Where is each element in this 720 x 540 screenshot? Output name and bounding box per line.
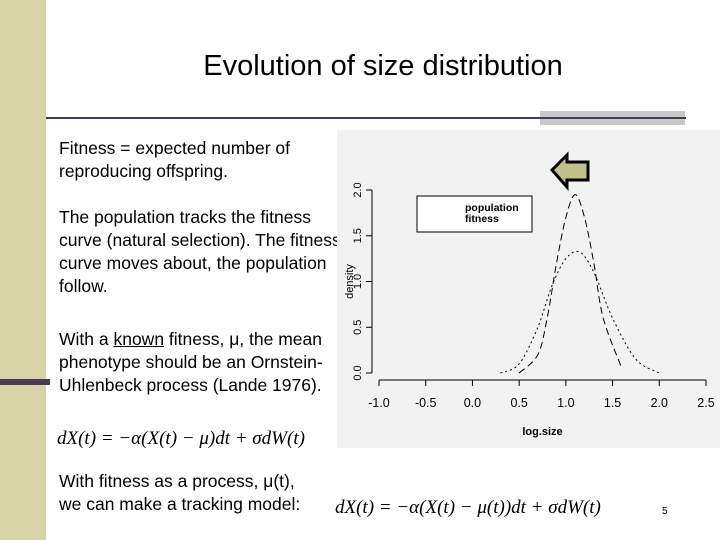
p3-after: fitness, μ, the mean phenotype should be… (59, 329, 323, 395)
y-tick-label: 0.0 (352, 365, 364, 380)
slide-title: Evolution of size distribution (203, 50, 563, 82)
paragraph-fitness-definition: Fitness = expected number of reproducing… (59, 138, 291, 181)
chart-background (337, 130, 720, 448)
left-decorative-band (0, 0, 46, 540)
x-tick-label: 2.5 (697, 396, 714, 410)
legend-box (416, 195, 533, 233)
page-number: 5 (662, 506, 668, 517)
title-rule (46, 117, 686, 119)
p3-underlined: known (113, 329, 165, 349)
x-tick-label: 1.0 (557, 396, 574, 410)
y-tick-label: 0.5 (352, 320, 364, 335)
left-arrow-icon (549, 151, 590, 191)
x-tick-label: -1.0 (368, 396, 390, 410)
paragraph-tracking: The population tracks the fitness curve … (59, 207, 341, 296)
x-tick-label: -0.5 (415, 396, 437, 410)
chart-axes: -1.0 -0.5 0.0 0.5 1.0 1.5 2.0 2.5 0.0 0.5 1.0 1.5 2.… (344, 182, 715, 438)
ou-formula: dX(t) = −α(X(t) − μ)dt + σdW(t) (57, 428, 305, 449)
band-marker (0, 379, 50, 385)
tracking-formula: dX(t) = −α(X(t) − μ(t))dt + σdW(t) (335, 497, 601, 518)
x-tick-label: 1.5 (604, 396, 621, 410)
legend-label: population (465, 202, 519, 214)
paragraph-fitness-process: With fitness as a process, μ(t), we can … (59, 470, 349, 516)
y-tick-label: 2.0 (352, 182, 364, 197)
p4-line2: we can make a tracking model: (59, 494, 301, 514)
p4-line1: With fitness as a process, μ(t), (59, 471, 295, 491)
chart-curves (500, 194, 660, 374)
x-axis-label: log.size (522, 426, 562, 438)
series-line-fitness (500, 250, 660, 374)
series-line-population (518, 194, 623, 374)
y-axis-label: density (344, 264, 356, 299)
x-tick-label: 0.0 (464, 396, 481, 410)
density-chart: -1.0 -0.5 0.0 0.5 1.0 1.5 2.0 2.5 0.0 0.5 1.0 1.5 2.… (344, 151, 715, 438)
x-tick-label: 2.0 (651, 396, 668, 410)
x-tick-label: 0.5 (510, 396, 527, 410)
legend-label: fitness (465, 213, 499, 225)
y-tick-label: 1.5 (352, 228, 364, 243)
y-tick-label: 1.0 (352, 274, 364, 289)
paragraph-known-fitness: With a known fitness, μ, the mean phenot… (59, 328, 344, 397)
p3-before: With a (59, 329, 114, 349)
